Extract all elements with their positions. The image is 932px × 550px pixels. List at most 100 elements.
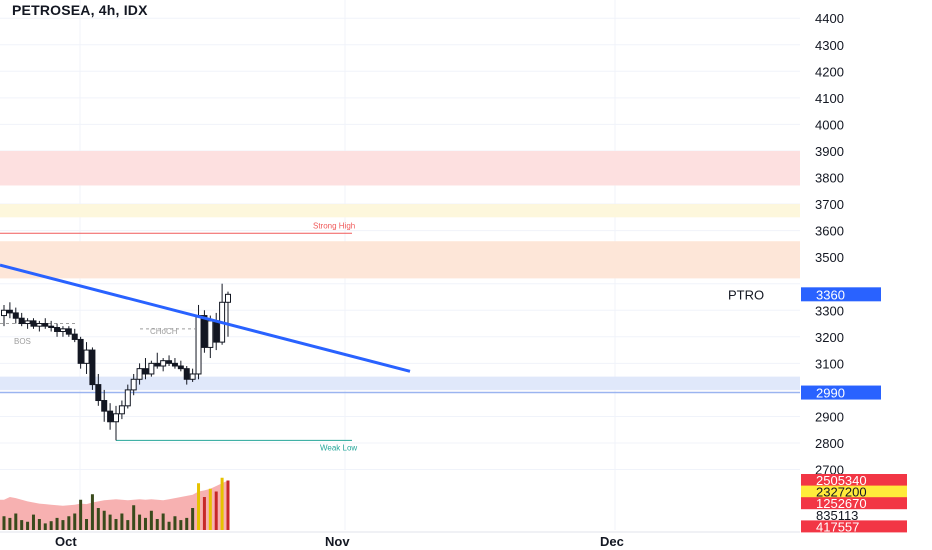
candle-body <box>166 360 173 364</box>
volume-bar <box>20 520 24 530</box>
candle-body <box>83 349 90 364</box>
volume-label: 1252670 <box>801 496 907 511</box>
candle-body <box>207 320 214 348</box>
volume-bar <box>167 521 171 530</box>
volume-label-bg <box>801 520 907 533</box>
candle-body <box>42 323 49 327</box>
price-tag-text: 3360 <box>816 287 845 302</box>
candle-body <box>124 389 131 407</box>
y-tick-label: 2700 <box>815 463 844 478</box>
candle-body <box>24 320 31 325</box>
symbol-label: PTRO <box>728 287 764 302</box>
y-tick-label: 3300 <box>815 303 844 318</box>
zone-rect <box>0 241 800 279</box>
candle-body <box>160 360 167 367</box>
volume-bar <box>90 494 94 530</box>
volume-bar <box>31 514 35 530</box>
volume-label: 2327200 <box>801 485 907 500</box>
candle-body <box>18 317 25 325</box>
price-tag: 2990 <box>801 385 881 401</box>
volume-bar <box>179 520 183 530</box>
candle-body <box>113 413 119 423</box>
volume-bar <box>14 513 18 530</box>
candle-body <box>48 325 55 329</box>
volume-bar <box>132 505 136 530</box>
candle-body <box>89 349 96 386</box>
volume-bar <box>173 516 177 530</box>
zone-rect <box>0 150 800 186</box>
volume-label-text: 2505340 <box>816 473 867 488</box>
volume-bar <box>120 513 124 530</box>
candle-body <box>154 362 161 367</box>
y-tick-label: 3500 <box>815 250 844 265</box>
level-label: Strong High <box>313 221 355 230</box>
y-tick-label: 4300 <box>815 38 844 53</box>
y-tick-label: 3900 <box>815 144 844 159</box>
volume-bar <box>202 497 206 530</box>
candle-body <box>183 368 190 380</box>
zone-rect <box>0 376 800 390</box>
candle-body <box>36 323 43 327</box>
y-tick-label: 4400 <box>815 11 844 26</box>
volume-label-text: 2327200 <box>816 485 867 500</box>
volume-bar <box>185 517 189 530</box>
volume-bar <box>114 519 118 530</box>
volume-bar <box>149 510 153 530</box>
candle-body <box>107 410 114 423</box>
volume-bar <box>2 516 6 530</box>
volume-bar <box>197 483 201 530</box>
candle-body <box>189 373 196 380</box>
y-tick-label: 3700 <box>815 197 844 212</box>
price-tag-text: 2990 <box>816 386 845 401</box>
volume-bar <box>73 513 77 530</box>
volume-bar <box>79 499 83 530</box>
candle-body <box>136 368 143 380</box>
price-tag-bg <box>801 385 881 400</box>
candle-body <box>77 338 84 364</box>
y-tick-label: 4100 <box>815 91 844 106</box>
volume-bar <box>96 508 100 530</box>
candle-body <box>177 365 184 370</box>
candle-body <box>201 315 208 348</box>
candle-body <box>59 328 66 332</box>
candle-body <box>118 405 125 415</box>
y-tick-label: 4200 <box>815 64 844 79</box>
volume-bar <box>85 519 89 530</box>
volume-bar <box>37 519 41 530</box>
candle-body <box>142 368 149 375</box>
candle-body <box>54 327 61 332</box>
price-tag: 3360 <box>801 287 881 302</box>
volume-bar <box>55 517 59 530</box>
volume-label-bg <box>801 474 907 486</box>
level-label: Weak Low <box>320 443 357 452</box>
volume-bar <box>61 520 65 530</box>
volume-bar <box>67 516 71 530</box>
y-tick-label: 2900 <box>815 409 844 424</box>
choch-label: CHoCH <box>150 327 178 336</box>
volume-bar <box>143 517 147 530</box>
y-tick-label: 3200 <box>815 330 844 345</box>
candle-body <box>130 378 137 391</box>
volume-label-bg <box>801 485 907 498</box>
volume-label: 2505340 <box>801 473 907 488</box>
volume-bar <box>208 488 212 530</box>
volume-bar <box>102 510 106 530</box>
volume-bar <box>155 519 159 530</box>
candle-body <box>225 293 231 303</box>
volume-bar <box>220 477 224 530</box>
y-tick-label: 3100 <box>815 356 844 371</box>
volume-bar <box>8 517 12 530</box>
candle-body <box>6 309 13 314</box>
candle-body <box>65 328 72 335</box>
volume-label: 417557 <box>801 519 907 534</box>
candle-body <box>213 320 220 343</box>
candle-body <box>148 362 155 375</box>
candle-body <box>171 362 178 367</box>
x-tick-label: Oct <box>55 534 77 549</box>
volume-bar <box>126 520 130 530</box>
y-tick-label: 3600 <box>815 224 844 239</box>
price-tag-bg <box>801 287 881 302</box>
volume-label-text: 1252670 <box>816 496 867 511</box>
volume-bar <box>49 521 53 530</box>
